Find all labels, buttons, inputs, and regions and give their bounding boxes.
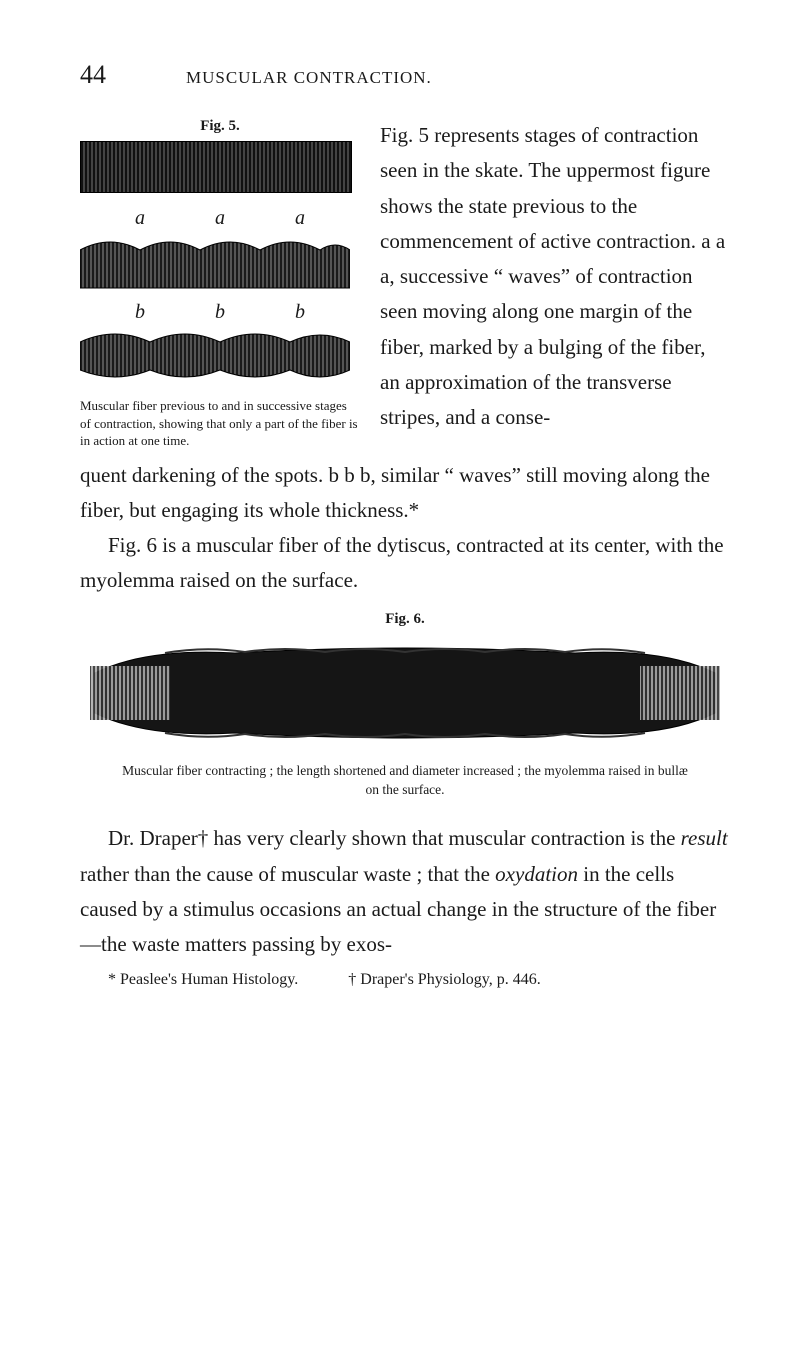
running-title: MUSCULAR CONTRACTION. <box>186 68 432 88</box>
letters-a-row: a a a <box>80 207 360 230</box>
fiber-straight-illustration <box>80 141 352 193</box>
fiber-wavy-b-illustration <box>80 326 350 384</box>
letters-b-row: b b b <box>80 301 360 324</box>
italic-result: result <box>681 826 728 850</box>
letter-a: a <box>295 207 305 230</box>
figure-6-caption: Muscular fiber contracting ; the length … <box>120 762 690 800</box>
paragraph-1-cont: quent darkening of the spots. b b b, sim… <box>80 458 730 529</box>
figure-text-row: Fig. 5. a a a b b b <box>80 118 730 450</box>
paragraph-2: Fig. 6 is a muscular fiber of the dytisc… <box>80 528 730 599</box>
letter-b: b <box>135 301 145 324</box>
figure-6-label: Fig. 6. <box>80 611 730 628</box>
page-number: 44 <box>80 60 106 90</box>
letter-b: b <box>215 301 225 324</box>
footnote-right: † Draper's Physiology, p. 446. <box>348 971 541 989</box>
text-column-1: Fig. 5 represents stages of contraction … <box>380 118 730 450</box>
fiber-wavy-a-illustration <box>80 232 350 290</box>
paragraph-1-part1: Fig. 5 represents stages of contraction … <box>380 123 725 429</box>
letter-a: a <box>215 207 225 230</box>
page-container: 44 MUSCULAR CONTRACTION. Fig. 5. a a a <box>0 0 800 1029</box>
figure-5-label: Fig. 5. <box>80 118 360 135</box>
letter-b: b <box>295 301 305 324</box>
footnote-left: * Peaslee's Human Histology. <box>108 971 298 989</box>
figure-6-illustration <box>85 638 725 748</box>
figure-5-caption: Muscular fiber previous to and in succes… <box>80 397 360 450</box>
footnotes: * Peaslee's Human Histology. † Draper's … <box>80 971 730 989</box>
page-header: 44 MUSCULAR CONTRACTION. <box>80 60 730 90</box>
letter-a: a <box>135 207 145 230</box>
figure-5-column: Fig. 5. a a a b b b <box>80 118 360 450</box>
paragraph-3: Dr. Draper† has very clearly shown that … <box>80 821 730 962</box>
italic-oxydation: oxydation <box>495 862 578 886</box>
